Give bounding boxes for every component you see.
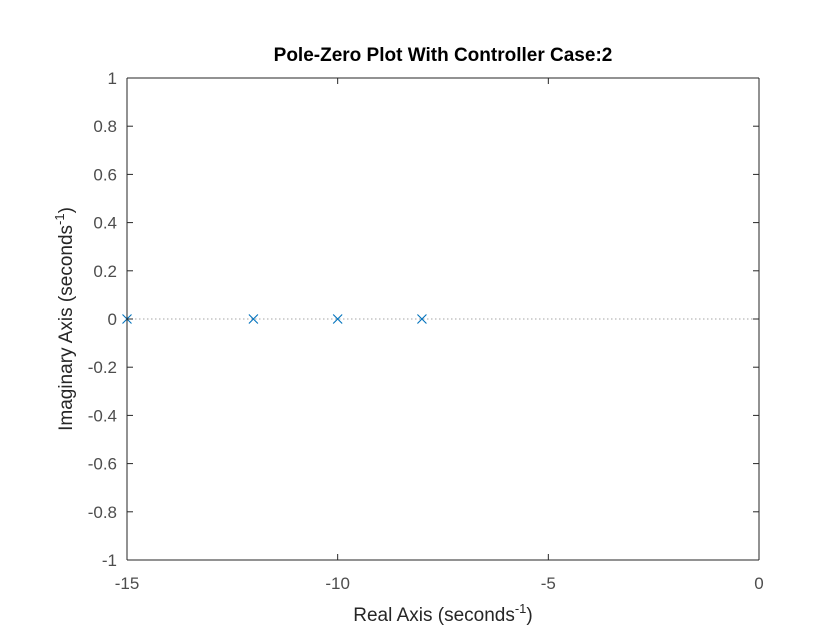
x-tick-label: -5 <box>541 574 556 593</box>
y-tick-label: -1 <box>102 551 117 570</box>
pole-marker <box>332 314 343 324</box>
y-tick-label: -0.6 <box>88 455 117 474</box>
x-axis-title-text: Real Axis (seconds <box>353 605 515 626</box>
y-tick-label: 0.4 <box>93 214 117 233</box>
x-ticks: -15 -10 -5 0 <box>115 78 764 593</box>
pole-marker-stroke <box>417 314 427 324</box>
pole-marker <box>417 314 427 324</box>
x-axis-title-superscript: -1 <box>515 601 527 616</box>
y-ticks: -1 -0.8 -0.6 -0.4 -0.2 0 0.2 0.4 0.6 0.8 1 <box>88 69 759 570</box>
y-axis-title-text: Imaginary Axis (seconds <box>56 225 77 431</box>
y-tick-label: 0.8 <box>93 117 117 136</box>
y-tick-label: -0.8 <box>88 503 117 522</box>
x-axis-title: Real Axis (seconds-1) <box>353 601 532 626</box>
x-axis-title-suffix: ) <box>526 605 532 626</box>
y-tick-label: -0.4 <box>88 406 117 425</box>
pole-marker-stroke <box>332 314 343 324</box>
y-axis-title-superscript: -1 <box>52 213 67 225</box>
y-tick-label: 0.6 <box>93 165 117 184</box>
pole-marker <box>248 314 259 324</box>
x-tick-label: 0 <box>754 574 763 593</box>
pole-marker-stroke <box>248 314 259 324</box>
y-axis-title: Imaginary Axis (seconds-1) <box>52 207 77 431</box>
y-tick-label: 1 <box>108 69 117 88</box>
data-points <box>122 314 427 324</box>
y-axis-title-suffix: ) <box>56 207 77 213</box>
x-tick-label: -15 <box>115 574 140 593</box>
y-tick-label: -0.2 <box>88 358 117 377</box>
x-tick-label: -10 <box>325 574 350 593</box>
y-tick-label: 0.2 <box>93 262 117 281</box>
y-tick-label: 0 <box>108 310 117 329</box>
chart-title: Pole-Zero Plot With Controller Case:2 <box>274 45 613 66</box>
